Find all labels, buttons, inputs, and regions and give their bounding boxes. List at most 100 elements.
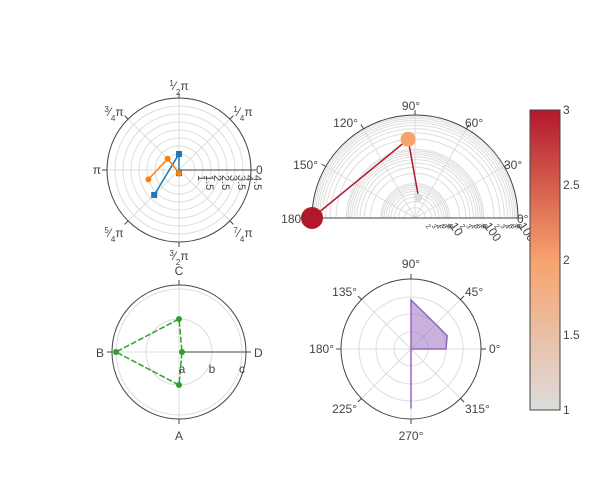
polar4-angular-tick-label: 45° — [465, 285, 483, 299]
polar1-angular-tick-label: 1⁄2π — [169, 79, 188, 97]
polar4-angular-tick-label: 225° — [332, 402, 357, 416]
polar2-radial-tick-label: 6 — [440, 223, 448, 230]
polar3-radial-tick-label: b — [209, 362, 216, 376]
polar4-angular-tick — [460, 295, 465, 300]
polar1-grid — [102, 93, 256, 247]
polar1-marker — [164, 155, 171, 162]
polar2-radial-tick-label: 3 — [464, 223, 472, 230]
polar2-radial-tick-label: 9 — [515, 223, 523, 230]
polar1-angular-tick — [229, 220, 234, 225]
polar4-angular-tick — [357, 295, 362, 300]
polar2-radial-tick-label: 7 — [511, 223, 519, 230]
polar2-angular-tick-label: 0° — [517, 212, 529, 226]
polar2-radial-gridline — [345, 148, 485, 219]
polar3-series-line — [114, 317, 183, 386]
polar1-radial-tick-label: 1.5 — [203, 175, 215, 190]
polar2-radial-tick-label: 5 — [437, 223, 445, 230]
polar1-radial-tick-label: 3 — [227, 175, 239, 181]
polar3-marker — [113, 349, 119, 355]
polar2-radial-tick-label: 8 — [479, 223, 487, 230]
polar1-radial-tick-label: 2.5 — [219, 175, 231, 190]
polar2-radial-gridline — [347, 150, 483, 219]
polar2-radial-tick-label: 7 — [477, 223, 485, 230]
polar4-angular-gridline — [410, 348, 461, 399]
polar-chart-log-sector: 0° 30° 60° 90° 120° 150° 180° 2345678910… — [281, 99, 542, 250]
polar2-radial-tick-label: 6 — [509, 223, 517, 230]
polar2-radial-gridline — [363, 166, 467, 219]
polar4-angular-gridline — [361, 348, 412, 399]
polar1-radial-tick-label: 1 — [195, 175, 207, 181]
polar1-marker — [176, 151, 183, 157]
polar2-marker — [400, 131, 416, 147]
polar2-angular-tick-label: 150° — [293, 158, 318, 172]
polar1-angular-gridline — [178, 118, 231, 171]
polar2-radial-tick-label: 3 — [430, 223, 438, 230]
polar2-radial-gridline — [314, 117, 516, 219]
polar2-radial-gridline — [321, 124, 509, 219]
polar1-radial-tick-label: 3.5 — [235, 175, 247, 190]
polar2-radial-gridline — [319, 122, 511, 219]
polar1-angular-tick-label: 7⁄4π — [233, 226, 252, 244]
polar2-angular-tick — [503, 163, 509, 167]
polar1-angular-tick-label: 3⁄4π — [104, 105, 123, 123]
polar2-radial-gridline — [353, 156, 477, 219]
polar2-angular-tick-labels: 0° 30° 60° 90° 120° 150° 180° — [281, 99, 529, 226]
polar3-marker — [176, 316, 182, 322]
colorbar-gradient — [529, 109, 561, 411]
polar2-radial-gridline — [398, 201, 432, 219]
polar2-radial-gridline — [329, 132, 501, 219]
polar1-marker — [145, 176, 152, 183]
polar2-radial-gridline — [325, 128, 505, 219]
polar3-marker — [179, 349, 185, 355]
polar3-marker — [176, 382, 182, 388]
polar3-radial-tick-label: a — [179, 362, 186, 376]
polar2-marker — [301, 207, 323, 229]
polar2-angular-gridline — [414, 128, 467, 219]
polar2-angular-tick — [321, 163, 327, 167]
polar2-outer-arc — [311, 114, 519, 219]
polar1-angular-tick-label: 3⁄2π — [169, 249, 188, 267]
polar1-marker — [151, 191, 158, 198]
polar2-radial-tick-label: 9 — [480, 223, 488, 230]
polar2-radial-tick-label: 8 — [513, 223, 521, 230]
polar1-angular-tick-label: 0 — [256, 163, 263, 177]
polar1-radial-tick-label: 4.5 — [251, 175, 263, 190]
polar3-angular-tick-label: D — [254, 346, 263, 360]
polar3-angular-tick-label: A — [175, 429, 183, 443]
polar2-radial-gridline — [387, 190, 443, 219]
polar2-angular-gridline — [325, 166, 416, 219]
polar2-radial-gridline — [390, 193, 440, 219]
polar2-radial-gridline — [404, 207, 426, 219]
polar4-angular-tick-label: 180° — [309, 342, 334, 356]
polar-chart-categorical: A B C D a b c — [96, 264, 263, 443]
polar1-radial-tick-label: 4 — [243, 175, 255, 181]
polar3-angular-tick-label: B — [96, 346, 104, 360]
polar2-radial-tick-label: 7 — [442, 223, 450, 230]
polar2-radial-tick-label: 4 — [434, 223, 442, 230]
polar2-radial-gridline — [316, 119, 514, 219]
polar2-radial-tick-label: 9 — [446, 223, 454, 230]
polar3-radial-tick-label: c — [239, 362, 245, 376]
polar1-angular-tick — [124, 115, 129, 120]
polar1-radial-tick-label: 2 — [211, 175, 223, 181]
colorbar-tick-labels: 3 2.5 2 1.5 1 — [563, 103, 580, 417]
polar2-radial-tick-label: 3 — [498, 223, 506, 230]
polar2-radial-tick-label: 8 — [444, 223, 452, 230]
colorbar-tick-label: 3 — [563, 103, 570, 117]
colorbar: 3 2.5 2 1.5 1 — [529, 103, 580, 417]
polar2-radial-gridline — [351, 154, 479, 219]
polar1-angular-tick — [229, 115, 234, 120]
polar2-angular-tick-label: 30° — [504, 158, 522, 172]
polar2-radial-gridline — [380, 183, 450, 219]
polar3-angular-tick-label: C — [175, 264, 184, 278]
polar-chart-area: 0° 45° 90° 135° 180° 225° 270° 315° — [309, 257, 501, 443]
polar1-radial-tick-labels: 11.522.533.544.5 — [195, 175, 263, 190]
polar4-angular-tick-labels: 0° 45° 90° 135° 180° 225° 270° 315° — [309, 257, 501, 443]
polar4-angular-tick-label: 90° — [402, 257, 420, 271]
polar2-angular-tick-label: 120° — [333, 116, 358, 130]
polar2-radial-tick-label: 2 — [458, 223, 466, 230]
polar4-angular-gridline — [361, 299, 412, 350]
polar1-marker — [175, 170, 182, 177]
